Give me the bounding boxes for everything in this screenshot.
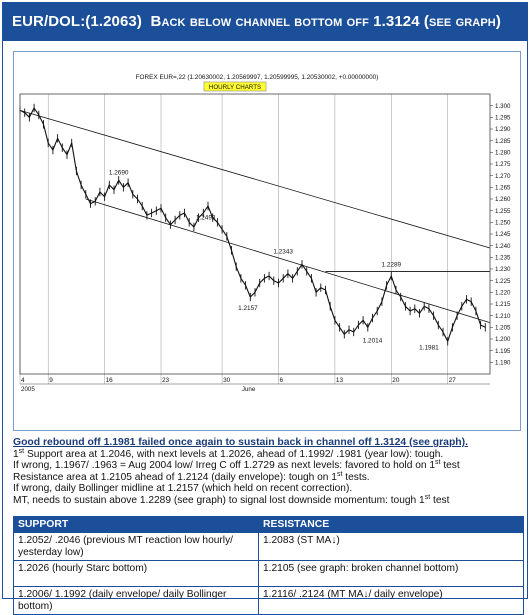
commentary: Good rebound off 1.1981 failed once agai… [13, 437, 525, 507]
price-annotation: 1.2493 [196, 214, 216, 221]
chart-axes: 4 9 16 23 30 6 13 20 27 2005 June 1.300 1.295 1.290 1.… [19, 93, 511, 393]
x-tick-label: 20 [392, 377, 400, 384]
support-header: SUPPORT [13, 516, 259, 533]
text-fragment: tests. [342, 471, 370, 483]
y-tick-label: 1.225 [495, 278, 511, 285]
text-fragment: test [430, 494, 450, 506]
commentary-line-3: Resistance area at 1.2105 ahead of 1.212… [13, 470, 525, 484]
headline: Back below channel bottom off 1.3124 (se… [150, 13, 501, 30]
x-tick-label: 9 [49, 377, 53, 384]
pair-label: EUR/DOL: [12, 13, 86, 30]
y-tick-label: 1.235 [495, 255, 511, 262]
price-annotation: 1.2157 [238, 305, 258, 312]
y-tick-label: 1.190 [495, 360, 511, 367]
commentary-line-2: If wrong, 1.1967/ .1963 = Aug 2004 low/ … [13, 459, 525, 472]
support-cell: 1.2026 (hourly Starc bottom) [13, 560, 259, 587]
superscript: st [435, 459, 441, 467]
support-cell: 1.2052/ .2046 (previous MT reaction low … [13, 532, 259, 561]
superscript: st [424, 493, 431, 501]
price-line [19, 107, 486, 342]
table-row: 1.2026 (hourly Starc bottom) 1.2105 (see… [13, 560, 524, 587]
superscript: st [336, 470, 343, 478]
y-tick-label: 1.270 [495, 173, 511, 180]
text-fragment: Resistance area at 1.2105 ahead of 1.212… [13, 471, 337, 483]
superscript: st [18, 447, 25, 455]
y-tick-label: 1.200 [495, 336, 511, 343]
price-annotation: 1.1981 [419, 345, 439, 352]
x-tick-label: 6 [280, 377, 284, 384]
x-tick-label: 30 [223, 377, 231, 384]
y-tick-label: 1.215 [495, 301, 511, 308]
text-fragment: If wrong, 1.1967/ .1963 = Aug 2004 low/ … [13, 460, 436, 472]
resistance-header: RESISTANCE [258, 516, 524, 533]
price-chart: 4 9 16 23 30 6 13 20 27 2005 June 1.300 1.295 1.290 1.… [19, 74, 511, 393]
y-tick-label: 1.240 [495, 243, 511, 250]
table-row: 1.2052/ .2046 (previous MT reaction low … [13, 532, 524, 561]
x-tick-label: 16 [106, 377, 114, 384]
chart-subtitle: HOURLY CHARTS [209, 84, 261, 91]
support-resistance-table: SUPPORT RESISTANCE 1.2052/ .2046 (previo… [13, 516, 524, 615]
price-annotation: 1.2289 [382, 262, 402, 269]
y-tick-label: 1.265 [495, 185, 511, 192]
resistance-cell: 1.2105 (see graph: broken channel bottom… [258, 560, 524, 587]
price-series [19, 103, 486, 346]
trendline [85, 198, 491, 324]
commentary-lead: Good rebound off 1.1981 failed once agai… [13, 437, 468, 448]
price-annotation: 1.2343 [273, 248, 293, 255]
y-tick-label: 1.250 [495, 220, 511, 227]
y-tick-label: 1.255 [495, 208, 511, 215]
x-tick-label: 4 [21, 377, 25, 384]
text-fragment: 1 [13, 448, 19, 460]
text-fragment: test [440, 460, 460, 472]
chart-grid [19, 94, 448, 384]
x-sublabel: 2005 [21, 386, 35, 393]
y-tick-label: 1.295 [495, 115, 511, 122]
x-tick-label: 23 [162, 377, 170, 384]
y-tick-label: 1.275 [495, 161, 511, 168]
chart-title: FOREX EUR=,22 (1.20630002, 1.20569997, 1… [136, 74, 379, 81]
y-tick-label: 1.230 [495, 266, 511, 273]
y-tick-label: 1.245 [495, 231, 511, 238]
table-header-row: SUPPORT RESISTANCE [13, 516, 524, 533]
plot-border [19, 93, 491, 375]
text-fragment: MT, needs to sustain above 1.2289 (see g… [13, 494, 425, 506]
commentary-line-5: MT, needs to sustain above 1.2289 (see g… [13, 493, 525, 507]
y-tick-label: 1.260 [495, 196, 511, 203]
trendlines [19, 109, 491, 324]
text-fragment: Support area at 1.2046, with next levels… [24, 448, 444, 460]
y-tick-label: 1.210 [495, 313, 511, 320]
price-annotation: 1.2014 [363, 338, 383, 345]
y-tick-label: 1.220 [495, 290, 511, 297]
price-annotations: 1.2690 1.2493 1.2343 1.2289 1.2157 1.2014 1.19… [109, 170, 439, 352]
chart-frame: 4 9 16 23 30 6 13 20 27 2005 June 1.300 1.295 1.290 1.… [13, 51, 521, 431]
y-tick-label: 1.285 [495, 138, 511, 145]
x-tick-label: 13 [336, 377, 344, 384]
y-tick-label: 1.300 [495, 103, 511, 110]
commentary-line-1: 1st Support area at 1.2046, with next le… [13, 447, 525, 461]
x-tick-label: 27 [449, 377, 457, 384]
spot-price: (1.2063) [85, 13, 142, 30]
y-tick-label: 1.290 [495, 126, 511, 133]
x-sublabel: June [242, 386, 256, 393]
commentary-line-4: If wrong, daily Bollinger midline at 1.2… [13, 483, 353, 495]
page-header: EUR/DOL:(1.2063) Back below channel bott… [3, 3, 527, 41]
price-annotation: 1.2690 [109, 170, 129, 177]
y-tick-label: 1.280 [495, 150, 511, 157]
y-tick-label: 1.205 [495, 325, 511, 332]
chart-subtitle-box [203, 81, 267, 92]
resistance-cell: 1.2083 (ST MA↓) [258, 532, 524, 561]
y-tick-label: 1.195 [495, 348, 511, 355]
trendline [19, 109, 491, 249]
